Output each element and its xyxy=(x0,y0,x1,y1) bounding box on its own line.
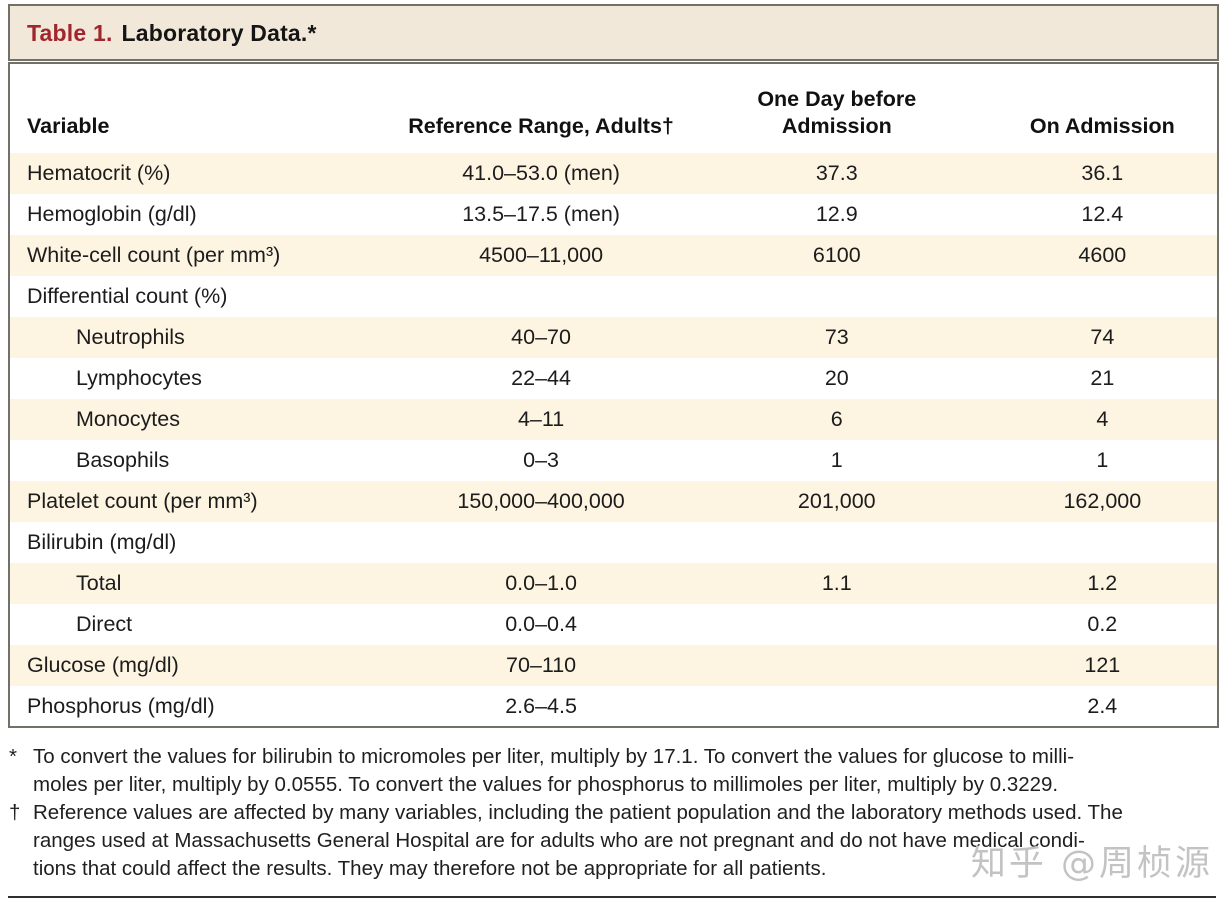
row-value: 12.4 xyxy=(1081,201,1124,226)
row-value: 201,000 xyxy=(797,488,876,513)
table-title: Laboratory Data.* xyxy=(121,20,317,46)
table-row: Glucose (mg/dl) 70–110 121 xyxy=(10,644,1217,686)
row-value: 20 xyxy=(824,365,849,390)
row-value: 0–3 xyxy=(523,447,559,472)
row-value: 40–70 xyxy=(511,324,571,349)
row-value: 0.2 xyxy=(1087,611,1118,636)
table-row: Monocytes 4–11 6 4 xyxy=(10,398,1217,440)
footnote-asterisk: * To convert the values for bilirubin to… xyxy=(8,743,1198,799)
row-value: 41.0–53.0 (men) xyxy=(462,160,620,185)
table-row: Phosphorus (mg/dl) 2.6–4.5 2.4 xyxy=(10,685,1217,726)
footnote-line: To convert the values for bilirubin to m… xyxy=(33,745,1075,768)
table-number: Table 1. xyxy=(27,20,113,46)
row-label: Bilirubin (mg/dl) xyxy=(27,529,177,554)
row-label: Total xyxy=(76,570,122,595)
table-row: Platelet count (per mm³) 150,000–400,000 2… xyxy=(10,480,1217,522)
row-value: 36.1 xyxy=(1081,160,1124,185)
row-label: Differential count (%) xyxy=(27,283,228,308)
row-value: 4–11 xyxy=(517,406,565,431)
row-value: 1.1 xyxy=(821,570,852,595)
row-label: Hemoglobin (g/dl) xyxy=(27,201,197,226)
row-value: 13.5–17.5 (men) xyxy=(462,201,620,226)
row-label: White-cell count (per mm³) xyxy=(27,242,281,267)
column-header-on-admission: On Admission xyxy=(987,64,1217,153)
footnote-line: Reference values are affected by many va… xyxy=(33,801,1123,824)
table-row: White-cell count (per mm³) 4500–11,000 610… xyxy=(10,234,1217,276)
row-label: Monocytes xyxy=(76,406,180,431)
row-value xyxy=(686,276,988,317)
row-value: 6 xyxy=(830,406,843,431)
row-value: 2.4 xyxy=(1087,693,1118,718)
table-row: Neutrophils 40–70 73 74 xyxy=(10,316,1217,358)
row-label: Lymphocytes xyxy=(76,365,202,390)
watermark: 知乎 @周桢源 xyxy=(970,844,1213,884)
table-row: Hemoglobin (g/dl) 13.5–17.5 (men) 12.9 12.4 xyxy=(10,193,1217,235)
row-value xyxy=(396,522,686,563)
bottom-rule xyxy=(8,896,1216,898)
row-label: Platelet count (per mm³) xyxy=(27,488,258,513)
row-label: Phosphorus (mg/dl) xyxy=(27,693,215,718)
footnote-dagger: † Reference values are affected by many … xyxy=(8,799,1198,883)
row-value: 22–44 xyxy=(511,365,571,390)
row-value xyxy=(686,645,988,686)
row-value: 0.0–1.0 xyxy=(505,570,577,595)
table-row: Differential count (%) xyxy=(10,275,1217,317)
laboratory-data-table: Variable Reference Range, Adults† One Da… xyxy=(10,64,1217,726)
row-value: 21 xyxy=(1090,365,1115,390)
column-header-reference-range: Reference Range, Adults† xyxy=(396,64,686,153)
row-value xyxy=(686,604,988,645)
column-header-one-day-before: One Day before Admission xyxy=(685,64,988,153)
row-value: 70–110 xyxy=(505,652,577,677)
row-value xyxy=(396,276,686,317)
row-value: 121 xyxy=(1084,652,1121,677)
table-box: Variable Reference Range, Adults† One Da… xyxy=(8,62,1219,728)
footnotes: * To convert the values for bilirubin to… xyxy=(8,743,1198,883)
header-row: Variable Reference Range, Adults† One Da… xyxy=(10,64,1217,153)
row-value xyxy=(988,522,1217,563)
row-value xyxy=(686,522,988,563)
row-value: 0.0–0.4 xyxy=(505,611,577,636)
table-row: Bilirubin (mg/dl) xyxy=(10,521,1217,563)
row-label: Glucose (mg/dl) xyxy=(27,652,179,677)
row-value: 150,000–400,000 xyxy=(457,488,625,513)
row-label: Basophils xyxy=(76,447,170,472)
row-value: 4500–11,000 xyxy=(479,242,604,267)
row-value: 12.9 xyxy=(815,201,858,226)
footnote-dagger-marker: † xyxy=(9,801,21,824)
footnote-line: ranges used at Massachusetts General Hos… xyxy=(33,829,1085,852)
table-row: Basophils 0–3 1 1 xyxy=(10,439,1217,481)
row-label: Hematocrit (%) xyxy=(27,160,171,185)
row-value xyxy=(686,686,988,726)
row-value: 4600 xyxy=(1078,242,1127,267)
row-value: 162,000 xyxy=(1063,488,1142,513)
row-label: Neutrophils xyxy=(76,324,185,349)
table-body: Hematocrit (%) 41.0–53.0 (men) 37.3 36.1 Hem… xyxy=(10,152,1217,726)
footnote-line: tions that could affect the results. The… xyxy=(33,857,827,880)
row-value: 73 xyxy=(824,324,849,349)
table-row: Hematocrit (%) 41.0–53.0 (men) 37.3 36.1 xyxy=(10,152,1217,194)
column-header-variable: Variable xyxy=(10,64,397,153)
row-value: 74 xyxy=(1090,324,1115,349)
row-value: 1 xyxy=(830,447,843,472)
row-label: Direct xyxy=(76,611,133,636)
table-row: Lymphocytes 22–44 20 21 xyxy=(10,357,1217,399)
row-value xyxy=(988,276,1217,317)
row-value: 4 xyxy=(1096,406,1109,431)
row-value: 1.2 xyxy=(1087,570,1118,595)
table-title-bar: Table 1. Laboratory Data.* xyxy=(8,4,1219,61)
table-row: Total 0.0–1.0 1.1 1.2 xyxy=(10,562,1217,604)
footnote-line: moles per liter, multiply by 0.0555. To … xyxy=(33,773,1059,796)
row-value: 37.3 xyxy=(815,160,858,185)
row-value: 1 xyxy=(1096,447,1109,472)
footnote-asterisk-marker: * xyxy=(9,745,17,768)
row-value: 2.6–4.5 xyxy=(505,693,577,718)
row-value: 6100 xyxy=(812,242,861,267)
table-row: Direct 0.0–0.4 0.2 xyxy=(10,603,1217,645)
